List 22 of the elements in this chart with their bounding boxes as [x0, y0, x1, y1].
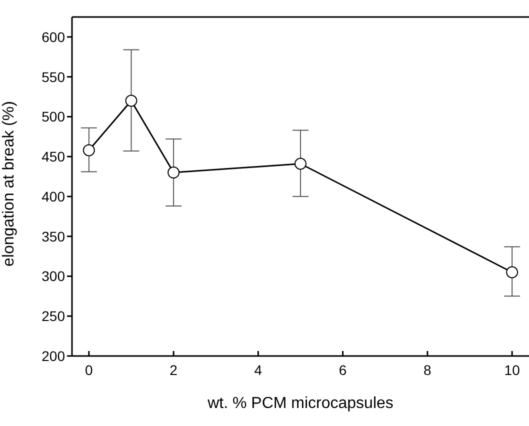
x-tick-label: 2	[170, 362, 178, 378]
point	[506, 266, 518, 278]
x-tick-label: 4	[254, 362, 262, 378]
y-tick-label: 600	[42, 28, 66, 45]
y-tick-label: 250	[42, 308, 66, 324]
y-axis-title: elongation at break (%)	[0, 101, 18, 266]
x-tick-label: 0	[85, 362, 94, 378]
y-tick-label: 200	[42, 348, 66, 364]
x-tick-label: 8	[424, 362, 432, 378]
y-tick-label: 350	[42, 228, 66, 244]
y-tick-label: 550	[42, 68, 66, 85]
point	[82, 144, 95, 156]
x-tick-label: 6	[338, 362, 347, 378]
y-tick-label: 450	[42, 148, 66, 165]
y-tick-label: 400	[42, 188, 66, 204]
y-tick-label: 500	[42, 108, 66, 125]
point	[125, 94, 138, 107]
y-tick-label: 300	[42, 268, 66, 284]
point	[168, 166, 180, 179]
x-tick-label: 10	[504, 362, 520, 378]
x-axis-title: wt. % PCM microcapsules	[206, 395, 394, 412]
point	[294, 158, 306, 170]
